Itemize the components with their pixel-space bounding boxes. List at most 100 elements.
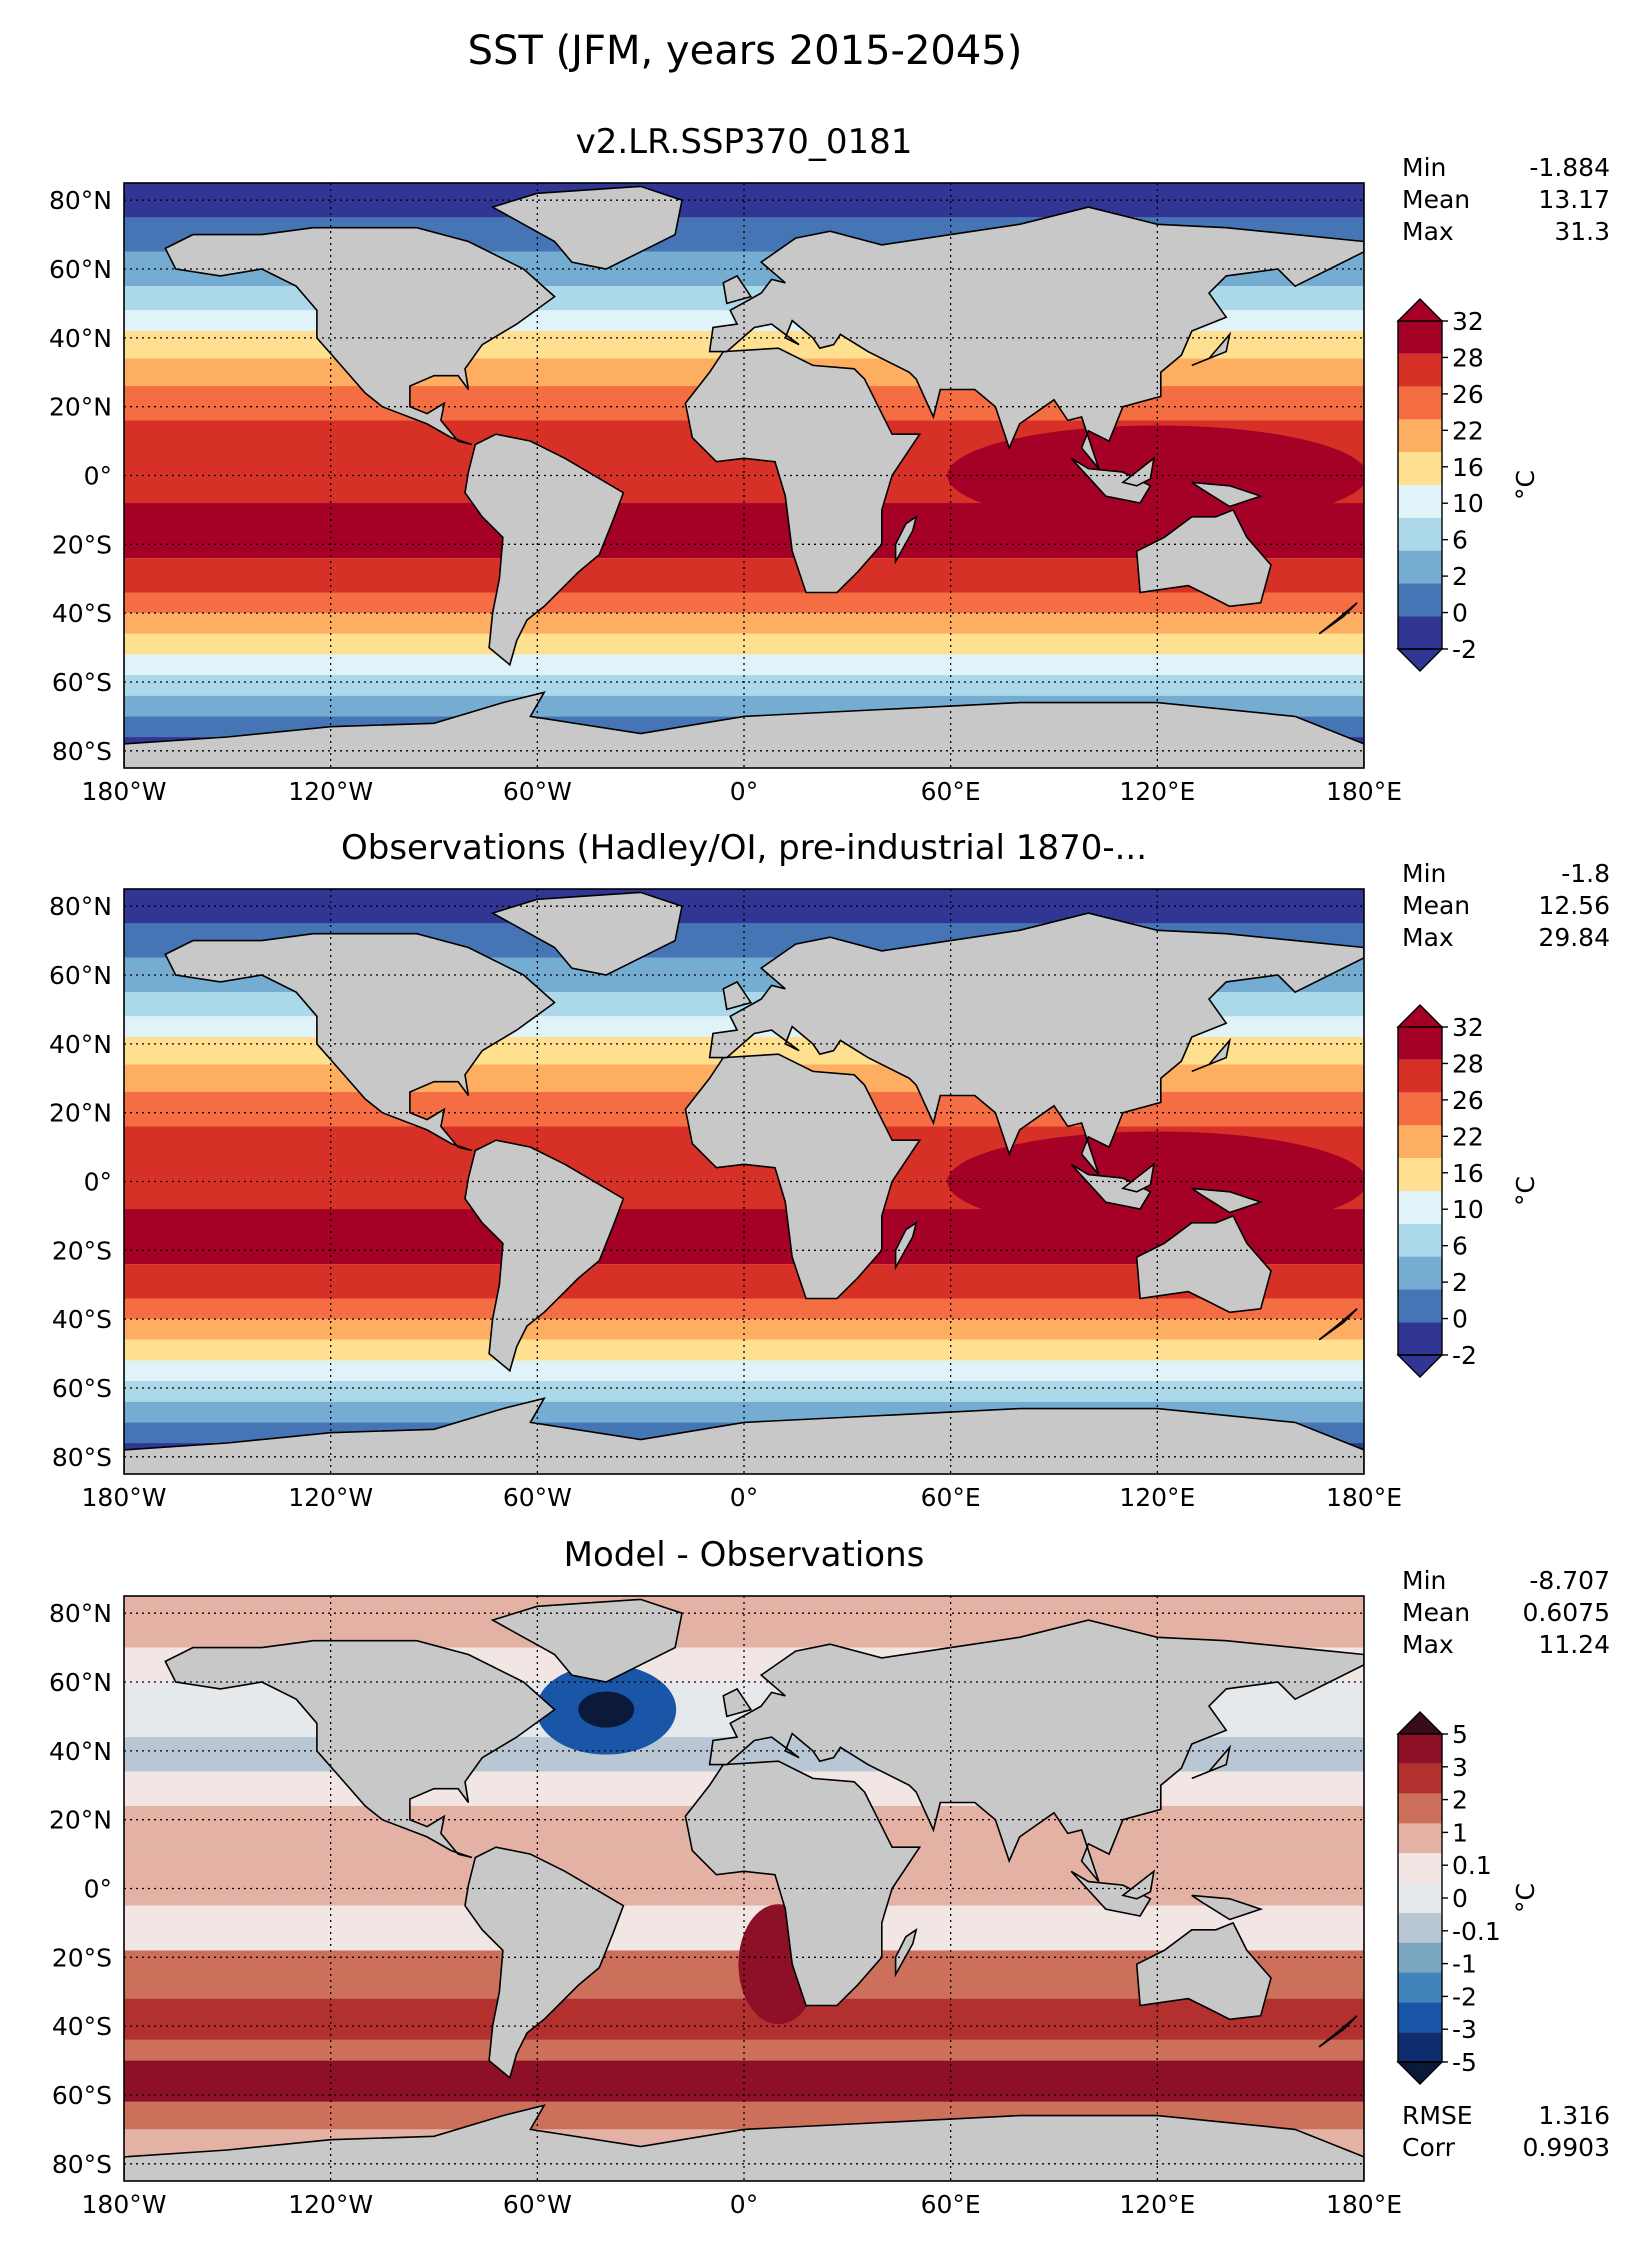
lon-tick-label: 180°W bbox=[82, 2190, 167, 2219]
colorbar-unit: °C bbox=[1511, 1176, 1540, 1206]
warm-pool bbox=[947, 425, 1364, 526]
lon-tick-label: 120°W bbox=[288, 777, 373, 806]
colorbar-tick-label: -5 bbox=[1452, 2048, 1477, 2077]
lon-tick-label: 60°W bbox=[503, 1483, 572, 1512]
sst-band bbox=[124, 1381, 1364, 1402]
land bbox=[1070, 457, 1152, 504]
stat-max: Max 29.84 bbox=[1402, 923, 1610, 952]
lat-tick-label: 60°S bbox=[52, 2081, 112, 2110]
stats-difference-extra: RMSE 1.316 Corr 0.9903 bbox=[1402, 2100, 1610, 2164]
sst-band bbox=[124, 592, 1364, 614]
land bbox=[1070, 1163, 1152, 1210]
land bbox=[1191, 1744, 1232, 1780]
colorbar-tick-label: 6 bbox=[1452, 1232, 1468, 1261]
colorbar-tick-label: 26 bbox=[1452, 380, 1484, 409]
map-frame bbox=[123, 1595, 1365, 2182]
land bbox=[684, 1053, 922, 1300]
land bbox=[1121, 456, 1156, 487]
stats-difference: Min -8.707 Mean 0.6075 Max 11.24 bbox=[1402, 1565, 1610, 1661]
sst-band bbox=[124, 2039, 1364, 2061]
colorbar-swatch bbox=[1398, 1191, 1442, 1224]
lat-tick-label: 80°S bbox=[52, 1443, 112, 1472]
land bbox=[1135, 1921, 1272, 2021]
map-frame bbox=[123, 888, 1365, 1475]
lat-tick-label: 0° bbox=[84, 1168, 112, 1197]
colorbar-swatch bbox=[1398, 2032, 1442, 2062]
map-panel-1: 180°W 120°W 60°W 0° 60°E 120°E 180°E 80°N 60°N 40… bbox=[49, 888, 1540, 1512]
colorbar-tick-label: -1 bbox=[1452, 1950, 1477, 1979]
land bbox=[1191, 1037, 1232, 1073]
panel-title-difference: Model - Observations bbox=[563, 1535, 925, 1575]
colorbar-tick-label: 16 bbox=[1452, 1159, 1484, 1188]
lat-tick-label: 40°N bbox=[49, 1737, 112, 1766]
colorbar-extend-top bbox=[1396, 1004, 1444, 1028]
colorbar-tick-label: -3 bbox=[1452, 2015, 1477, 2044]
land bbox=[1135, 1214, 1272, 1314]
colorbar-swatch bbox=[1398, 1223, 1442, 1257]
map-panel-2: 180°W 120°W 60°W 0° 60°E 120°E 180°E 80°N 60°N 40… bbox=[49, 1595, 1540, 2219]
land bbox=[164, 226, 556, 446]
lon-tick-label: 120°W bbox=[288, 2190, 373, 2219]
lon-tick-label: 60°W bbox=[503, 2190, 572, 2219]
land bbox=[490, 1598, 683, 1683]
lon-tick-label: 180°W bbox=[82, 777, 167, 806]
colorbar-extend-bottom bbox=[1396, 648, 1444, 672]
colorbar-tick-label: 6 bbox=[1452, 526, 1468, 555]
lat-tick-label: 60°N bbox=[49, 255, 112, 284]
map-field bbox=[124, 183, 1364, 768]
lat-tick-label: 80°S bbox=[52, 737, 112, 766]
lon-tick-label: 0° bbox=[730, 2190, 758, 2219]
sst-band bbox=[124, 1319, 1364, 1340]
land bbox=[1191, 1894, 1264, 1921]
land bbox=[894, 514, 918, 565]
lat-tick-label: 60°S bbox=[52, 1374, 112, 1403]
lat-tick-label: 0° bbox=[84, 1875, 112, 1904]
cold-anomaly-core bbox=[578, 1691, 635, 1728]
land bbox=[164, 1639, 556, 1859]
colorbar-swatch bbox=[1398, 1027, 1442, 1060]
lon-tick-label: 60°E bbox=[921, 1483, 981, 1512]
colorbar-tick-label: -0.1 bbox=[1452, 1917, 1501, 1946]
colorbar-swatch bbox=[1398, 452, 1442, 485]
lon-tick-label: 60°E bbox=[921, 777, 981, 806]
sst-band bbox=[124, 613, 1364, 634]
land bbox=[490, 185, 683, 270]
panel-title-observations: Observations (Hadley/OI, pre-industrial … bbox=[340, 828, 1148, 868]
warm-pool bbox=[947, 1131, 1364, 1232]
colorbar-tick-label: 22 bbox=[1452, 416, 1484, 445]
colorbar-tick-label: -2 bbox=[1452, 1341, 1477, 1370]
land bbox=[1121, 1869, 1156, 1900]
colorbar-swatch bbox=[1398, 419, 1442, 453]
colorbar-extend-top bbox=[1396, 1711, 1444, 1735]
colorbar-swatch bbox=[1398, 1972, 1442, 2003]
stat-max: Max 11.24 bbox=[1402, 1630, 1610, 1659]
lat-tick-label: 20°S bbox=[52, 1943, 112, 1972]
colorbar-tick-label: -2 bbox=[1452, 1982, 1477, 2011]
map-panel-0: 180°W 120°W 60°W 0° 60°E 120°E 180°E 80°N 60°N 40… bbox=[49, 182, 1540, 806]
lon-tick-label: 180°E bbox=[1326, 777, 1402, 806]
colorbar-swatch bbox=[1398, 1823, 1442, 1854]
colorbar-swatch bbox=[1398, 353, 1442, 387]
lon-tick-label: 0° bbox=[730, 1483, 758, 1512]
lat-tick-label: 20°N bbox=[49, 393, 112, 422]
lat-tick-label: 60°S bbox=[52, 668, 112, 697]
colorbar-extend-top bbox=[1396, 298, 1444, 322]
colorbar-tick-label: 2 bbox=[1452, 1268, 1468, 1297]
stat-max: Max 31.3 bbox=[1402, 217, 1610, 246]
land bbox=[722, 980, 753, 1011]
panel-title-model: v2.LR.SSP370_0181 bbox=[575, 122, 913, 162]
lon-tick-label: 60°E bbox=[921, 2190, 981, 2219]
stats-model: Min -1.884 Mean 13.17 Max 31.3 bbox=[1402, 152, 1610, 248]
colorbar-frame bbox=[1397, 1026, 1443, 1356]
lat-tick-label: 0° bbox=[84, 462, 112, 491]
lat-tick-label: 20°N bbox=[49, 1806, 112, 1835]
colorbar-swatch bbox=[1398, 1158, 1442, 1191]
stat-mean: Mean 13.17 bbox=[1402, 185, 1610, 214]
land bbox=[1191, 481, 1264, 508]
colorbar-swatch bbox=[1398, 1059, 1442, 1093]
colorbar-extend-bottom bbox=[1396, 2061, 1444, 2085]
lat-tick-label: 80°N bbox=[49, 1599, 112, 1628]
colorbar-tick-label: 5 bbox=[1452, 1720, 1468, 1749]
colorbar-swatch bbox=[1398, 1125, 1442, 1159]
land bbox=[1318, 602, 1358, 635]
